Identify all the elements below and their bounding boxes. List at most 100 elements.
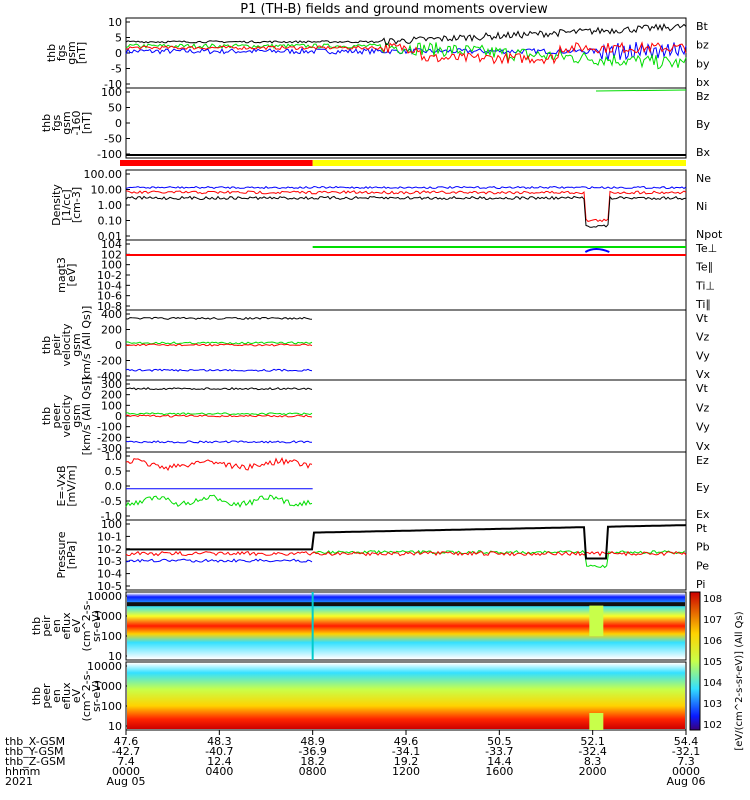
y-axis-label: [1/cc] <box>60 189 73 220</box>
legend-pe: Pe <box>696 559 709 572</box>
y-axis-label: [mV/m] <box>65 465 78 506</box>
legend-bx: Bx <box>696 146 711 159</box>
y-tick-label: 0 <box>115 410 122 423</box>
y-tick-label: -10 <box>104 78 122 91</box>
y-tick-label: 0 <box>115 339 122 352</box>
y-tick-label: 100 <box>101 630 122 643</box>
y-axis-label: sr-eV) <box>90 610 103 642</box>
y-axis-label: thb <box>45 44 58 62</box>
y-axis-label: eV <box>70 688 83 703</box>
x-tick-label: -42.7 <box>112 745 140 758</box>
legend-vy: Vy <box>696 349 710 362</box>
y-tick-label: 200 <box>101 324 122 337</box>
panel-frame <box>125 451 687 521</box>
panel-p3: Density[1/cc][cm-3]100.00 10.00 1.00 0.10 0.… <box>50 168 723 243</box>
legend-ti⊥: Ti⊥ <box>695 279 715 292</box>
y-tick-label: 0.0 <box>105 480 123 493</box>
x-tick-label: Aug 05 <box>107 775 146 788</box>
colorbar: 108 107 106 105 104 103 102 [eV/(cm^2-s-sr-eV)]… <box>689 591 745 751</box>
series-pt <box>126 524 687 560</box>
y-tick-label: 0.01 <box>98 230 123 243</box>
y-tick-label: 100 <box>101 86 122 99</box>
y-tick-label: 0 <box>115 117 122 130</box>
legend-te∥: Te∥ <box>695 261 713 274</box>
series-vx <box>125 368 313 372</box>
x-tick-label: 50.5 <box>487 735 512 748</box>
y-tick-label: 10-4 <box>97 279 122 292</box>
x-tick-label: 12.4 <box>207 755 232 768</box>
x-tick-label: 8.3 <box>584 755 602 768</box>
series-ni <box>125 195 687 228</box>
y-tick-label: -100 <box>97 421 122 434</box>
y-axis-label: thb <box>30 687 43 705</box>
colorbar-tick: 108 <box>703 594 722 605</box>
y-tick-label: 102 <box>101 248 122 261</box>
y-axis-label: gsm <box>65 41 78 64</box>
y-tick-label: 10-2 <box>97 269 122 282</box>
x-tick-label: 52.1 <box>580 735 605 748</box>
series-vx <box>125 440 312 444</box>
y-axis-label: [nPa] <box>65 541 78 569</box>
y-axis-label: magt3 <box>55 257 68 293</box>
y-axis-label: thb <box>40 407 53 425</box>
x-row-label: 2021 <box>5 775 33 788</box>
y-axis-label: fgs <box>55 44 68 61</box>
y-tick-label: 10 <box>108 650 122 663</box>
series-vt <box>125 316 313 320</box>
heatmap-dip <box>589 713 604 730</box>
colorbar-tick: 102 <box>703 720 722 731</box>
series-vz <box>125 343 313 347</box>
y-tick-label: 100 <box>101 518 122 531</box>
series-vy <box>125 341 313 345</box>
x-row-label: thb_X-GSM <box>5 735 65 748</box>
x-tick-label: -33.7 <box>485 745 513 758</box>
y-tick-label: 50 <box>108 102 122 115</box>
colorbar-tick: 104 <box>703 678 722 689</box>
y-axis-label: Pressure <box>55 531 68 578</box>
x-tick-label: 18.2 <box>300 755 325 768</box>
x-tick-label: -36.9 <box>298 745 326 758</box>
x-row-label: thb_Y-GSM <box>5 745 64 758</box>
x-tick-label: 1200 <box>392 765 420 778</box>
y-tick-label: -200 <box>97 431 122 444</box>
y-axis-label: [eV] <box>65 264 78 287</box>
x-tick-label: 48.3 <box>207 735 232 748</box>
series-pb <box>125 550 687 557</box>
y-tick-label: 10000 <box>87 590 122 603</box>
x-tick-label: -40.7 <box>205 745 233 758</box>
legend-te⊥: Te⊥ <box>695 242 717 255</box>
x-tick-label: 0400 <box>205 765 233 778</box>
y-tick-label: -1.0 <box>101 510 122 523</box>
y-axis-label: [nT] <box>75 42 88 64</box>
panel-frame <box>125 169 687 241</box>
y-tick-label: -100 <box>97 148 122 161</box>
x-tick-label: 19.2 <box>394 755 419 768</box>
heatmap-band <box>127 602 685 607</box>
y-axis-label: peer <box>50 403 63 429</box>
y-tick-label: 100 <box>101 399 122 412</box>
colorbar-tick: 105 <box>703 657 722 668</box>
y-tick-label: 300 <box>101 378 122 391</box>
y-axis-label: en <box>50 689 63 703</box>
y-tick-label: 10-4 <box>97 568 122 581</box>
y-axis-label: (cm^2-s- <box>80 671 93 722</box>
y-tick-label: 10-2 <box>97 543 122 556</box>
legend-vt: Vt <box>696 312 709 325</box>
legend-bt: Bt <box>696 20 709 33</box>
y-axis-label: [km/s (All Qs)] <box>80 377 93 456</box>
x-tick-label: 0000 <box>672 765 700 778</box>
mode-bar-red <box>120 160 313 166</box>
x-tick-label: 7.3 <box>677 755 695 768</box>
y-tick-label: 1000 <box>94 680 122 693</box>
y-axis-label: [km/s (All Qs)] <box>80 306 93 385</box>
colorbar-tick: 103 <box>703 699 722 710</box>
legend-npot: Npot <box>696 228 723 241</box>
y-tick-label: 400 <box>101 308 122 321</box>
panel-frame <box>125 591 687 661</box>
x-tick-label: 0800 <box>299 765 327 778</box>
